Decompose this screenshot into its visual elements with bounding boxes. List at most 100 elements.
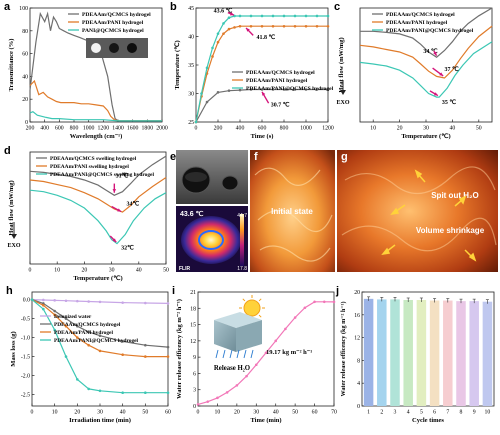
y-tick-label: 16 (354, 313, 360, 319)
series-line (359, 41, 493, 98)
y-tick-label: 9 (193, 355, 196, 361)
annotation: 34℃ (127, 200, 140, 207)
data-point (76, 378, 79, 381)
panel-label: a (4, 1, 11, 13)
plot-frame (29, 151, 167, 265)
x-tick-label: 40 (120, 410, 126, 416)
data-point (206, 400, 210, 403)
panel-label: j (335, 285, 339, 297)
x-tick-label: 800 (280, 126, 289, 132)
legend-entry: PDEAAm/PANI hydrogel (82, 20, 144, 26)
series-line (29, 189, 167, 245)
x-axis-label: Wavelength (cm⁻¹) (70, 133, 123, 140)
y-axis-label: Temperature (℃) (173, 40, 181, 89)
plot-frame (361, 291, 495, 407)
x-tick-label: 60 (165, 410, 171, 416)
y-tick-label: -1.0 (21, 336, 30, 342)
x-tick-label: 50 (476, 126, 482, 132)
y-tick-label: 6 (193, 371, 196, 377)
y-tick-label: 25 (188, 120, 194, 126)
data-point (144, 355, 147, 358)
x-axis-label: Temperature (℃) (73, 274, 122, 282)
series-line (29, 79, 162, 122)
data-point (87, 387, 90, 391)
data-point (332, 300, 336, 304)
y-tick-label: 3 (193, 388, 196, 394)
x-tick-label: 1400 (112, 126, 124, 132)
data-point (304, 24, 308, 28)
panel-label: g (341, 151, 348, 163)
data-point (53, 309, 56, 313)
y-tick-label: -1.5 (21, 355, 30, 361)
panel-f-initial-state: f Initial state (250, 150, 335, 272)
x-tick-label: 50 (142, 410, 148, 416)
y-tick-label: 21 (190, 290, 196, 296)
y-tick-label: -0.5 (21, 317, 30, 323)
arrow-head (246, 27, 250, 32)
data-point (166, 302, 170, 305)
annotation: 41.8 ℃ (257, 34, 276, 41)
data-point (121, 353, 124, 357)
series-line (359, 25, 493, 79)
data-point (264, 351, 268, 355)
x-tick-label: 10 (370, 126, 376, 132)
annotation: 31℃ (116, 172, 129, 179)
data-point (260, 14, 264, 18)
thermal-scale-min: 17.8 (237, 266, 247, 272)
data-point (144, 343, 147, 347)
y-tick-label: 60 (22, 52, 28, 58)
data-point (227, 27, 231, 31)
x-tick-label: 10 (54, 268, 60, 274)
annotation: 30.7 ℃ (271, 102, 290, 109)
data-point (313, 300, 316, 304)
water-drop-line (250, 349, 254, 359)
data-point (249, 14, 253, 18)
data-point (222, 32, 225, 35)
x-tick-label: 5 (420, 410, 423, 416)
water-drop-line (229, 349, 233, 359)
thermal-scale-max: 44.7 (237, 213, 247, 219)
x-tick-label: 9 (473, 410, 476, 416)
x-tick-label: 60 (312, 410, 318, 416)
x-tick-label: 20 (397, 126, 403, 132)
y-tick-label: 15 (190, 323, 196, 329)
data-point (144, 391, 147, 395)
x-tick-label: 20 (234, 410, 240, 416)
exo-label: EXO (336, 100, 349, 106)
data-point (64, 317, 68, 320)
annotation: 37 ℃ (444, 66, 459, 73)
x-tick-label: 50 (163, 268, 169, 274)
data-point (53, 328, 56, 332)
data-point (30, 298, 34, 301)
legend-entry: PDEAAm/PANI hydrogel (54, 330, 113, 336)
initial-state-photo (250, 150, 335, 272)
data-point (64, 355, 68, 358)
x-tick-label: 20 (74, 410, 80, 416)
panel-a-transmittance-chart: a 200 400 600 800 1000 1200 1400 1600 1800 2000 0 20… (4, 1, 168, 140)
series-line (31, 299, 169, 304)
y-tick-label: 20 (22, 97, 28, 103)
water-drop-line (236, 349, 240, 359)
volume-shrinkage-label: Volume shrinkage (416, 226, 485, 235)
data-point (196, 403, 200, 406)
data-point (144, 301, 147, 305)
x-tick-label: 0 (29, 268, 32, 274)
panel-h-mass-loss-chart: h 0 10 20 30 40 50 60 0.0 -0.5 -1.0 -1.5 -2.0 -2.5 Irr… (6, 285, 171, 424)
plot-frame (29, 7, 163, 123)
legend-entry: PANI@QCMCS hydrogel (82, 28, 144, 34)
data-point (87, 300, 90, 303)
x-tick-label: 20 (82, 268, 88, 274)
x-tick-label: 40 (136, 268, 142, 274)
data-point (121, 301, 124, 304)
series-line (360, 7, 493, 58)
bar (429, 300, 440, 406)
x-tick-label: 4 (407, 410, 410, 416)
x-tick-label: 7 (446, 410, 449, 416)
series-line (195, 88, 328, 123)
legend-entry: PDEAAm/PANI hydrogel (246, 78, 308, 84)
data-point (315, 88, 319, 91)
x-tick-label: 1 (367, 410, 370, 416)
texture-lines (254, 167, 333, 262)
data-point (200, 92, 203, 95)
